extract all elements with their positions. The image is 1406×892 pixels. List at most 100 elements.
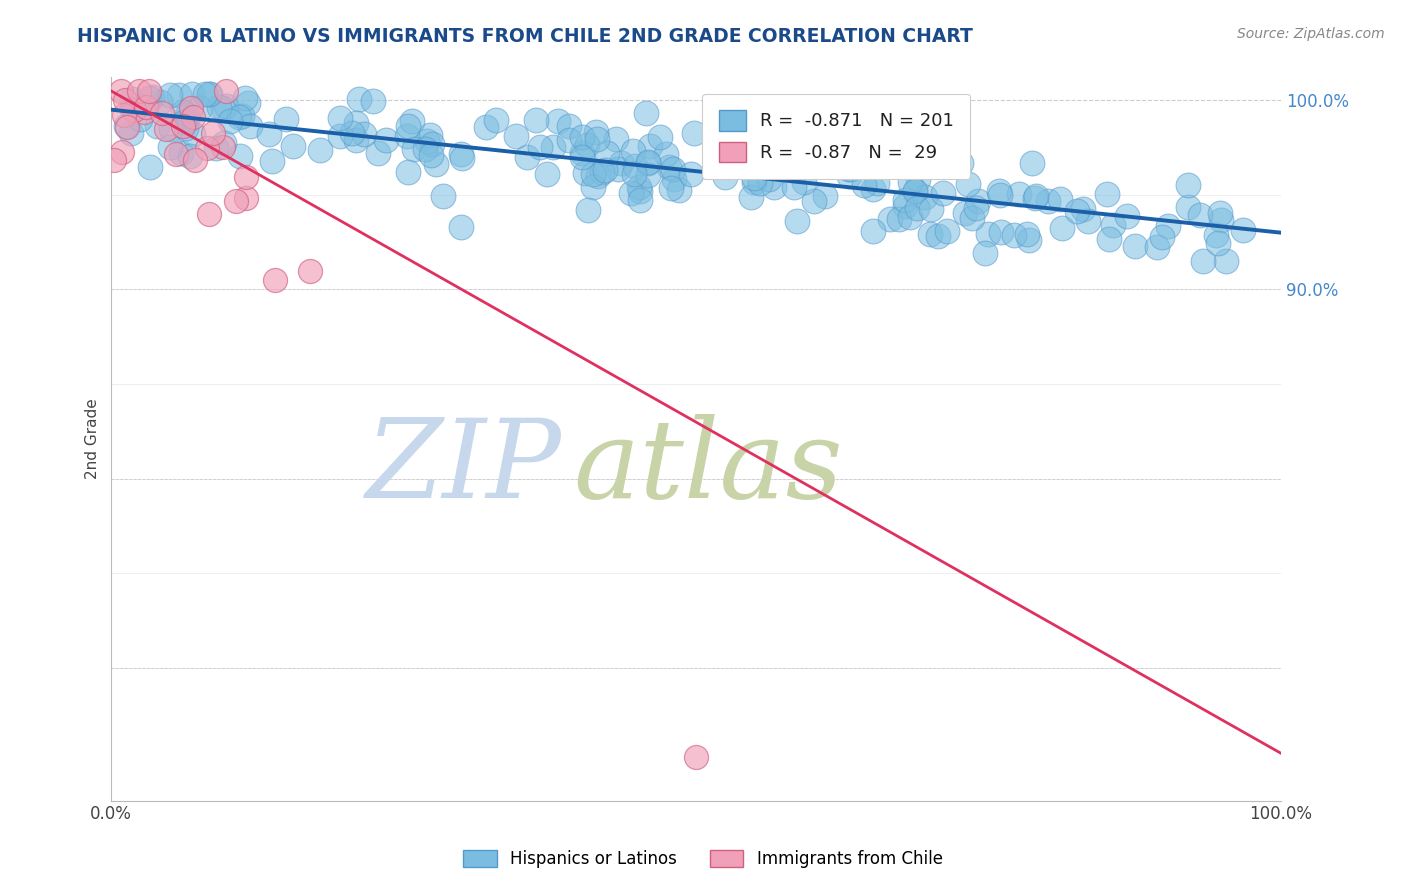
Point bbox=[576, 202, 599, 217]
Point bbox=[121, 92, 143, 106]
Point bbox=[475, 120, 498, 135]
Point bbox=[620, 186, 643, 200]
Point bbox=[159, 87, 181, 102]
Point bbox=[114, 120, 136, 134]
Point bbox=[1025, 188, 1047, 202]
Point bbox=[329, 129, 352, 144]
Point bbox=[160, 122, 183, 136]
Legend: Hispanics or Latinos, Immigrants from Chile: Hispanics or Latinos, Immigrants from Ch… bbox=[457, 843, 949, 875]
Point bbox=[786, 214, 808, 228]
Point bbox=[714, 170, 737, 185]
Point bbox=[401, 114, 423, 128]
Point bbox=[181, 110, 204, 124]
Point bbox=[586, 169, 609, 183]
Point bbox=[655, 147, 678, 161]
Point bbox=[898, 210, 921, 224]
Point bbox=[121, 102, 143, 116]
Point bbox=[668, 183, 690, 197]
Point bbox=[169, 146, 191, 161]
Point bbox=[159, 139, 181, 153]
Point bbox=[932, 186, 955, 200]
Point bbox=[638, 139, 661, 153]
Point bbox=[1205, 227, 1227, 242]
Point bbox=[574, 166, 596, 180]
Point bbox=[257, 128, 280, 142]
Point bbox=[903, 185, 925, 199]
Point bbox=[1150, 229, 1173, 244]
Point bbox=[167, 87, 190, 102]
Point bbox=[361, 94, 384, 108]
Point bbox=[451, 151, 474, 165]
Text: atlas: atlas bbox=[574, 414, 842, 522]
Point bbox=[173, 114, 195, 128]
Text: Source: ZipAtlas.com: Source: ZipAtlas.com bbox=[1237, 27, 1385, 41]
Point bbox=[110, 84, 132, 98]
Point bbox=[179, 149, 201, 163]
Point bbox=[225, 194, 247, 208]
Point bbox=[967, 194, 990, 208]
Point bbox=[623, 159, 645, 173]
Point bbox=[683, 126, 706, 140]
Point bbox=[557, 119, 579, 133]
Point bbox=[571, 146, 593, 161]
Point bbox=[172, 119, 194, 133]
Point bbox=[628, 194, 651, 208]
Point bbox=[920, 202, 942, 216]
Point bbox=[347, 92, 370, 106]
Point bbox=[581, 180, 603, 194]
Point bbox=[894, 193, 917, 207]
Point bbox=[541, 139, 564, 153]
Point bbox=[898, 175, 921, 189]
Point bbox=[375, 133, 398, 147]
Point bbox=[853, 178, 876, 193]
Point bbox=[484, 112, 506, 127]
Point bbox=[174, 121, 197, 136]
Point bbox=[862, 223, 884, 237]
Point bbox=[396, 165, 419, 179]
Point bbox=[111, 145, 134, 160]
Point bbox=[1002, 228, 1025, 243]
Point bbox=[231, 109, 253, 123]
Point bbox=[138, 91, 160, 105]
Point bbox=[425, 157, 447, 171]
Point bbox=[420, 136, 443, 151]
Point bbox=[1095, 187, 1118, 202]
Point bbox=[197, 87, 219, 102]
Point bbox=[636, 105, 658, 120]
Point bbox=[344, 133, 367, 147]
Point bbox=[658, 160, 681, 174]
Point bbox=[586, 132, 609, 146]
Point bbox=[367, 145, 389, 160]
Point bbox=[239, 119, 262, 133]
Point bbox=[165, 147, 187, 161]
Point bbox=[974, 245, 997, 260]
Point bbox=[198, 207, 221, 221]
Point bbox=[180, 87, 202, 102]
Point bbox=[176, 108, 198, 122]
Point bbox=[450, 219, 472, 234]
Point bbox=[146, 119, 169, 133]
Point bbox=[344, 116, 367, 130]
Point bbox=[181, 127, 204, 141]
Point bbox=[813, 189, 835, 203]
Point bbox=[1191, 254, 1213, 268]
Point bbox=[329, 112, 352, 126]
Point bbox=[1024, 191, 1046, 205]
Point bbox=[889, 211, 911, 226]
Point bbox=[1208, 206, 1230, 220]
Point bbox=[742, 171, 765, 186]
Point bbox=[139, 160, 162, 174]
Point bbox=[281, 139, 304, 153]
Point bbox=[184, 153, 207, 167]
Point bbox=[927, 228, 949, 243]
Point bbox=[662, 161, 685, 176]
Point bbox=[977, 227, 1000, 241]
Point bbox=[1049, 192, 1071, 206]
Point bbox=[219, 114, 242, 128]
Point bbox=[419, 128, 441, 142]
Point bbox=[1008, 186, 1031, 201]
Point bbox=[228, 149, 250, 163]
Point bbox=[575, 138, 598, 153]
Point bbox=[114, 93, 136, 107]
Point bbox=[789, 160, 811, 174]
